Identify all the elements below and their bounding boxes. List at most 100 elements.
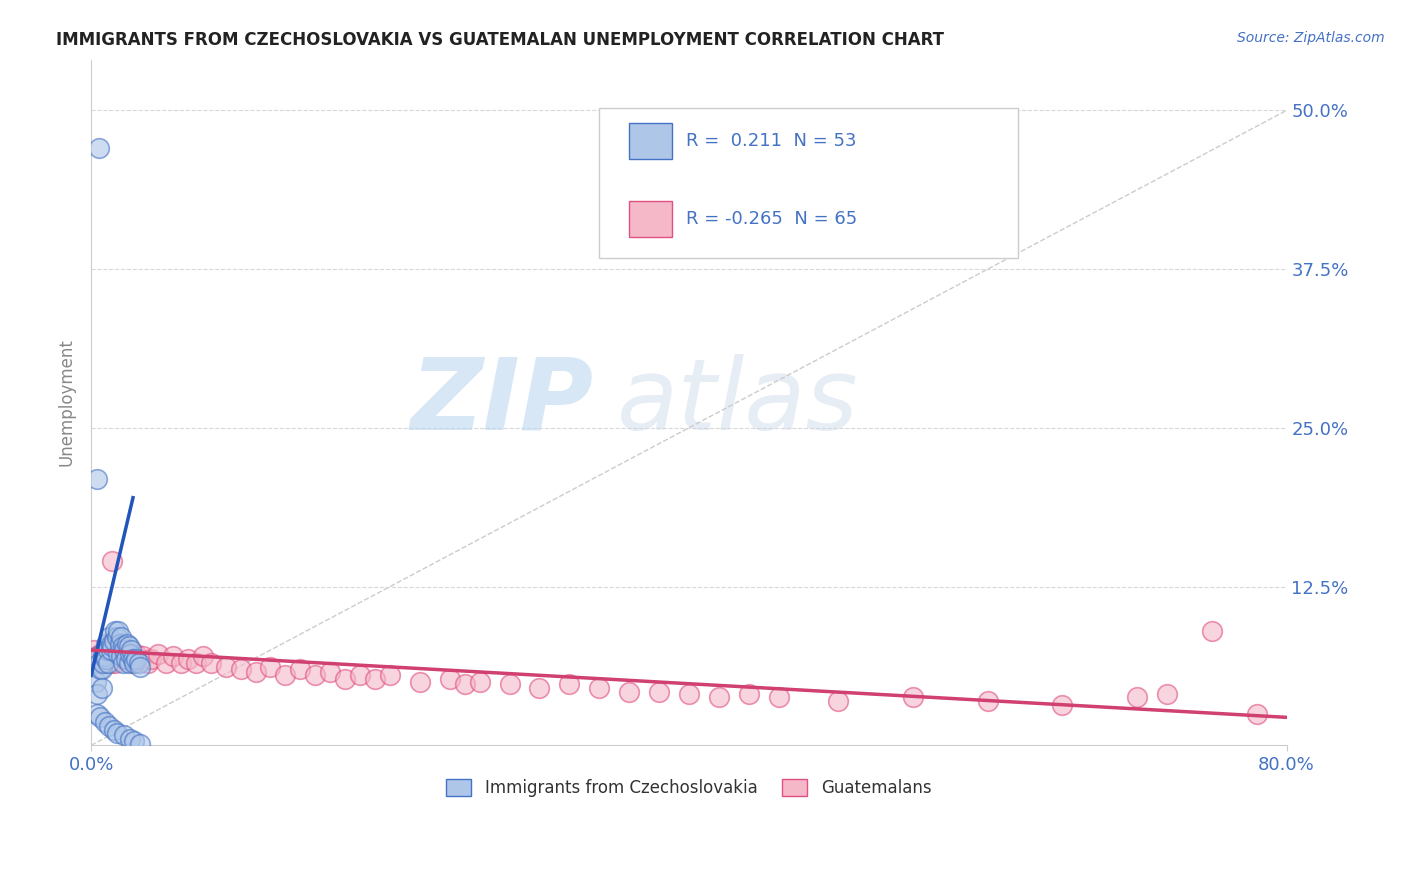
Point [104, 656, 127, 670]
Point [129, 737, 152, 751]
Point [100, 643, 122, 657]
Point [98, 647, 121, 661]
Point [468, 674, 491, 689]
Point [128, 652, 150, 666]
Point [977, 694, 1000, 708]
Point [107, 647, 129, 661]
Point [121, 643, 143, 657]
Point [117, 649, 139, 664]
Text: ZIP: ZIP [411, 354, 593, 451]
Point [229, 662, 252, 676]
Point [118, 647, 141, 661]
Point [678, 688, 700, 702]
Point [87, 141, 110, 155]
Point [125, 647, 148, 661]
Point [617, 685, 640, 699]
Point [86, 688, 108, 702]
Point [114, 652, 136, 666]
Point [84, 674, 107, 689]
Point [94, 637, 117, 651]
Point [111, 639, 134, 653]
Point [97, 656, 120, 670]
Point [105, 725, 128, 739]
Point [105, 631, 128, 645]
Point [529, 681, 551, 695]
Point [98, 719, 121, 733]
Text: R =  0.211  N = 53: R = 0.211 N = 53 [686, 132, 858, 150]
Y-axis label: Unemployment: Unemployment [58, 338, 75, 467]
Point [93, 656, 115, 670]
Point [91, 656, 114, 670]
Point [94, 652, 117, 666]
Point [124, 656, 146, 670]
Point [89, 662, 111, 676]
Point [89, 647, 111, 661]
Point [454, 677, 477, 691]
Point [214, 659, 236, 673]
Point [304, 668, 326, 682]
Point [117, 656, 139, 670]
Point [87, 652, 110, 666]
Point [364, 673, 387, 687]
Point [86, 649, 108, 664]
Point [200, 656, 222, 670]
Point [115, 637, 138, 651]
Text: R = -0.265  N = 65: R = -0.265 N = 65 [686, 210, 858, 227]
Point [117, 639, 139, 653]
Point [588, 681, 610, 695]
Point [91, 649, 114, 664]
Point [378, 668, 401, 682]
Legend: Immigrants from Czechoslovakia, Guatemalans: Immigrants from Czechoslovakia, Guatemal… [439, 771, 939, 805]
Point [97, 643, 120, 657]
Point [100, 656, 122, 670]
Point [94, 652, 117, 666]
Point [349, 668, 371, 682]
Point [101, 554, 124, 568]
Point [118, 731, 141, 746]
Point [737, 688, 759, 702]
Text: IMMIGRANTS FROM CZECHOSLOVAKIA VS GUATEMALAN UNEMPLOYMENT CORRELATION CHART: IMMIGRANTS FROM CZECHOSLOVAKIA VS GUATEM… [56, 31, 945, 49]
Point [122, 656, 145, 670]
Point [104, 624, 127, 638]
Point [139, 652, 162, 666]
Point [498, 677, 520, 691]
FancyBboxPatch shape [599, 108, 1018, 259]
Point [170, 656, 193, 670]
Text: atlas: atlas [617, 354, 859, 451]
Point [100, 637, 122, 651]
Point [245, 665, 267, 679]
Point [110, 631, 132, 645]
Point [86, 706, 108, 721]
Point [1126, 690, 1149, 704]
Point [93, 715, 115, 730]
Bar [628, 123, 672, 159]
Point [93, 643, 115, 657]
Point [128, 656, 150, 670]
Point [319, 665, 342, 679]
Point [136, 656, 159, 670]
Point [112, 643, 135, 657]
Point [112, 652, 135, 666]
Point [132, 649, 155, 664]
Point [103, 634, 125, 648]
Point [111, 656, 134, 670]
Point [91, 649, 114, 664]
Point [184, 656, 207, 670]
Point [107, 624, 129, 638]
Point [177, 652, 200, 666]
Point [1201, 624, 1223, 638]
Point [193, 649, 215, 664]
Text: Source: ZipAtlas.com: Source: ZipAtlas.com [1237, 31, 1385, 45]
Point [103, 723, 125, 737]
Point [108, 637, 131, 651]
Point [87, 649, 110, 664]
Point [274, 668, 297, 682]
Point [1246, 706, 1268, 721]
Point [122, 652, 145, 666]
Point [148, 647, 170, 661]
Bar [628, 201, 672, 236]
Point [125, 652, 148, 666]
Point [155, 656, 177, 670]
Point [86, 472, 108, 486]
Point [103, 649, 125, 664]
